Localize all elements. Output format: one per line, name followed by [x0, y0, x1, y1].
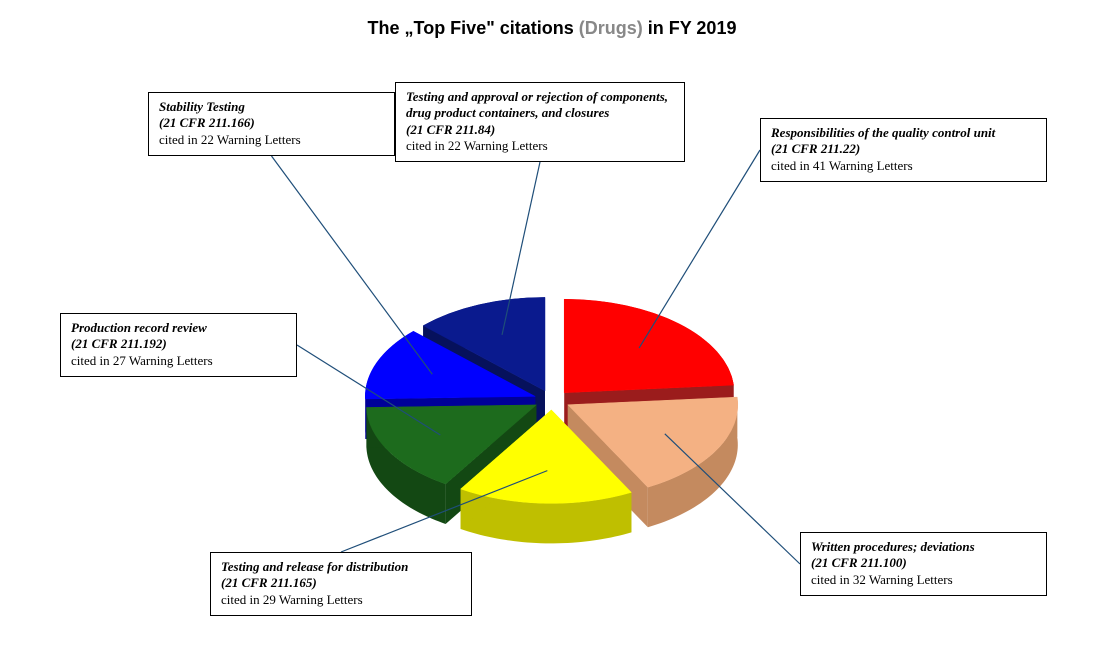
callout-head: Production record review(21 CFR 211.192) — [71, 320, 286, 353]
callout-3: Production record review(21 CFR 211.192)… — [60, 313, 297, 377]
callout-body: cited in 22 Warning Letters — [159, 132, 384, 148]
callout-head: Written procedures; deviations(21 CFR 21… — [811, 539, 1036, 572]
callout-head: Testing and approval or rejection of com… — [406, 89, 674, 138]
callout-body: cited in 32 Warning Letters — [811, 572, 1036, 588]
callout-5: Testing and approval or rejection of com… — [395, 82, 685, 162]
callout-body: cited in 41 Warning Letters — [771, 158, 1036, 174]
callout-head: Testing and release for distribution(21 … — [221, 559, 461, 592]
callout-1: Written procedures; deviations(21 CFR 21… — [800, 532, 1047, 596]
callout-0: Responsibilities of the quality control … — [760, 118, 1047, 182]
callout-4: Stability Testing(21 CFR 211.166)cited i… — [148, 92, 395, 156]
callout-body: cited in 29 Warning Letters — [221, 592, 461, 608]
callout-body: cited in 27 Warning Letters — [71, 353, 286, 369]
callout-2: Testing and release for distribution(21 … — [210, 552, 472, 616]
callout-head: Stability Testing(21 CFR 211.166) — [159, 99, 384, 132]
slice-top-0 — [564, 299, 733, 393]
callout-body: cited in 22 Warning Letters — [406, 138, 674, 154]
callout-head: Responsibilities of the quality control … — [771, 125, 1036, 158]
leader-0 — [639, 150, 760, 348]
